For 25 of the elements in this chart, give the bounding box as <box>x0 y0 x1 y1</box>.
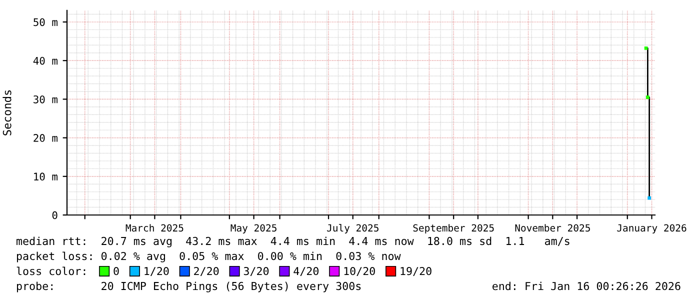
legend-label: 2/20 <box>194 266 219 276</box>
x-tick-label: July 2025 <box>327 224 378 234</box>
legend-title: loss color: <box>16 266 86 276</box>
text: packet loss: 0.02 % avg 0.05 % max 0.00 % min 0.03 % now <box>17 252 401 262</box>
x-tick-label: September 2025 <box>413 224 494 234</box>
x-tick-label: March 2025 <box>126 224 184 232</box>
y-tick-label: 40 m <box>33 56 58 65</box>
legend-label: 3/20 <box>244 266 269 276</box>
y-tick-label: 20 m <box>34 134 58 142</box>
y-axis-title: Seconds <box>2 90 12 136</box>
x-tick-label: January 2026 <box>617 224 686 234</box>
y-tick-label: 10 m <box>34 172 58 181</box>
legend-label: 0 <box>114 266 119 276</box>
legend-label: 19/20 <box>400 266 432 276</box>
legend-label: 10/20 <box>344 266 375 276</box>
y-tick-label: 0 <box>52 211 58 220</box>
y-tick-label: 50 m <box>34 18 58 26</box>
x-tick-label: November 2025 <box>515 224 590 232</box>
legend-label: 1/20 <box>144 266 169 276</box>
legend-label: 4/20 <box>294 266 319 276</box>
y-tick-label: 30 m <box>34 95 58 104</box>
text: median rtt: 20.7 ms avg 43.2 ms max 4.4 ms min 4.4 ms now 18.0 ms sd 1.1 am/s <box>16 236 570 248</box>
text: probe: 20 ICMP Echo Pings (56 Bytes) every 300s <box>17 282 361 292</box>
x-tick-label: May 2025 <box>230 224 276 234</box>
text: end: Fri Jan 16 00:26:26 2026 <box>492 282 680 290</box>
